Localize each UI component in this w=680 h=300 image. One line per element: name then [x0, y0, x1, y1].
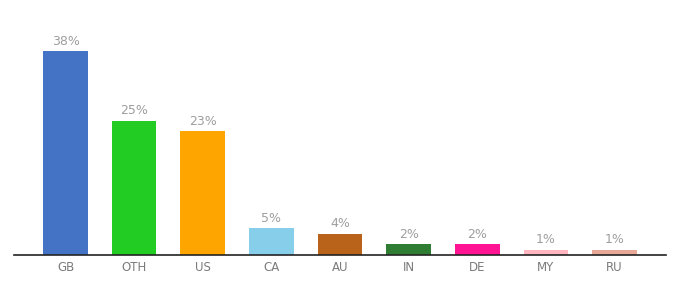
Bar [44, 51, 88, 255]
Text: 4%: 4% [330, 217, 350, 230]
Text: 1%: 1% [536, 233, 556, 246]
Bar [455, 244, 500, 255]
Bar [180, 131, 225, 255]
Bar [249, 228, 294, 255]
Bar [112, 121, 156, 255]
Bar [386, 244, 431, 255]
Text: 1%: 1% [605, 233, 624, 246]
Bar [592, 250, 636, 255]
Text: 23%: 23% [189, 115, 217, 128]
Bar [318, 233, 362, 255]
Text: 5%: 5% [261, 212, 282, 225]
Text: 38%: 38% [52, 34, 80, 48]
Text: 2%: 2% [398, 228, 419, 241]
Text: 25%: 25% [120, 104, 148, 118]
Bar [524, 250, 568, 255]
Text: 2%: 2% [467, 228, 487, 241]
